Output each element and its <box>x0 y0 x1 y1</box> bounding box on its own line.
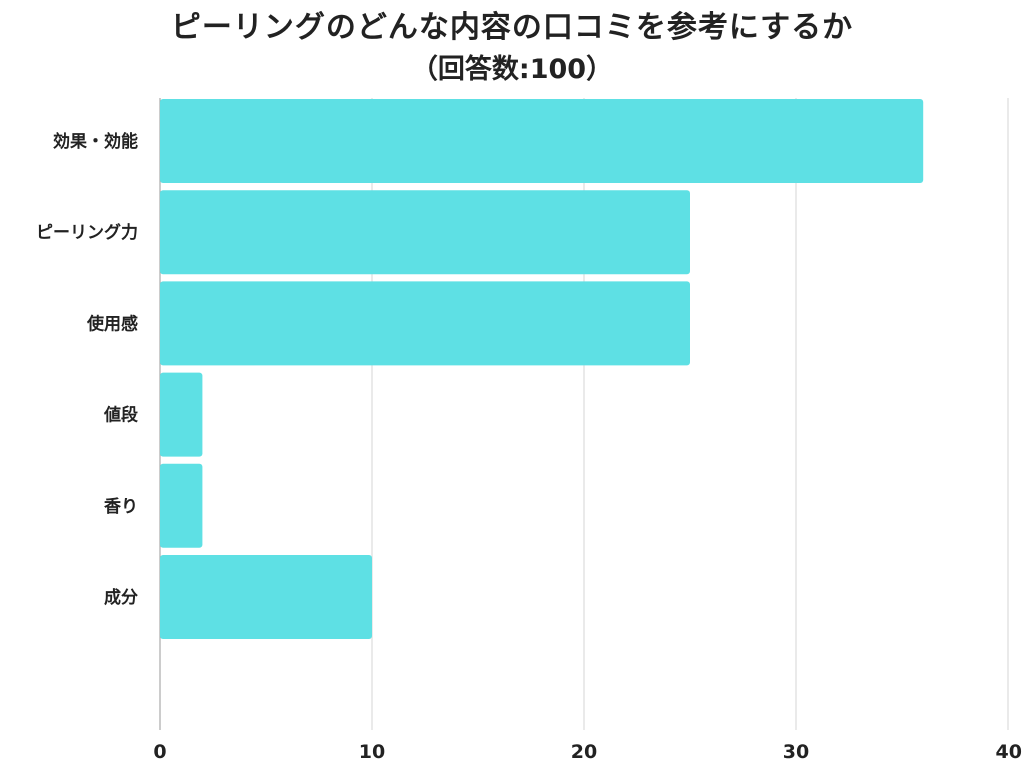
x-tick-label-10: 10 <box>359 741 385 763</box>
bar-0 <box>160 99 924 183</box>
category-label-2: 使用感 <box>86 313 138 334</box>
x-tick-label-0: 0 <box>153 741 166 763</box>
category-label-5: 成分 <box>104 587 138 608</box>
chart-title-block: ピーリングのどんな内容の口コミを参考にするか （回答数:100） <box>0 8 1024 88</box>
chart-title: ピーリングのどんな内容の口コミを参考にするか <box>170 10 854 45</box>
x-tick-label-40: 40 <box>996 741 1022 763</box>
x-tick-label-20: 20 <box>571 741 597 763</box>
category-label-4: 香り <box>104 497 138 517</box>
category-label-1: ピーリング力 <box>36 222 138 243</box>
bar-5 <box>160 555 372 639</box>
bar-2 <box>160 281 690 366</box>
bar-3 <box>160 372 203 457</box>
category-label-0: 効果・効能 <box>53 131 138 152</box>
chart-subtitle: （回答数:100） <box>410 54 614 85</box>
x-tick-label-30: 30 <box>783 741 809 763</box>
bar-1 <box>160 190 690 275</box>
category-label-3: 値段 <box>103 405 138 426</box>
bar-4 <box>160 463 203 548</box>
